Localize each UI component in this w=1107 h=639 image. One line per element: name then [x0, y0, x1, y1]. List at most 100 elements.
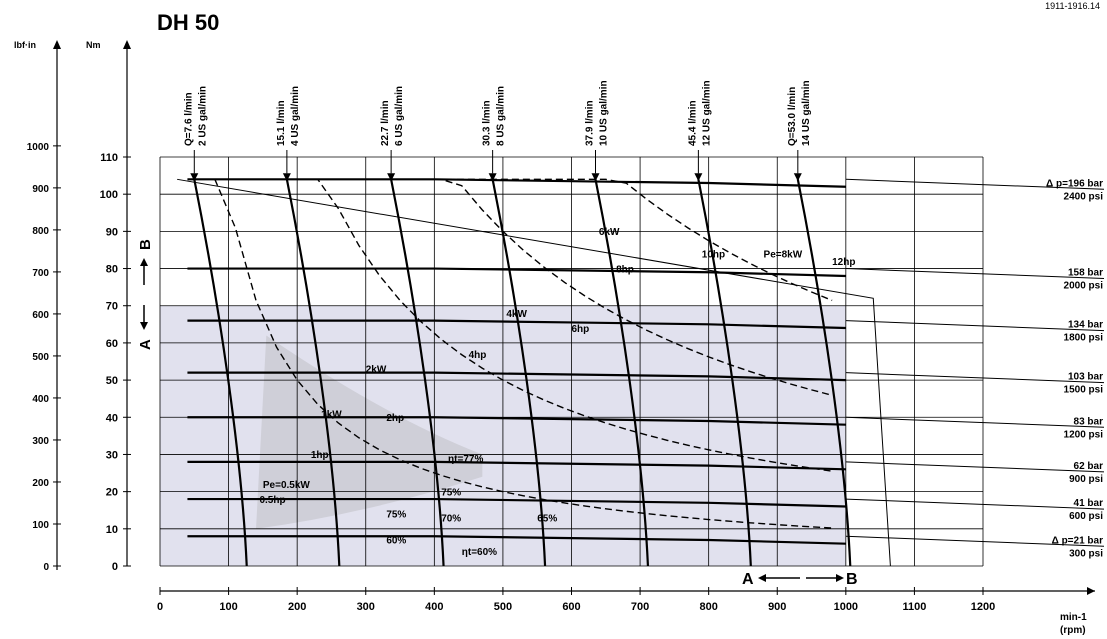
y-tick-label: 50 — [106, 375, 118, 387]
pressure-leader — [845, 535, 1105, 547]
chart-annotation: ηt=77% — [448, 454, 483, 465]
chart-annotation: 10hp — [702, 249, 725, 260]
y-alt-tick-label: 600 — [32, 310, 49, 321]
x-tick-label: 800 — [699, 601, 717, 613]
x-axis-arrow — [1087, 587, 1095, 595]
flow-arrowhead — [694, 173, 703, 182]
pressure-label-bar: 41 bar — [1074, 498, 1104, 509]
chart-annotation: 75% — [441, 487, 461, 498]
y-alt-tick-label: 400 — [32, 394, 49, 405]
pressure-leader — [845, 461, 1105, 473]
x-tick-label: 100 — [219, 601, 237, 613]
flow-curve — [796, 179, 852, 567]
flow-arrowhead — [591, 173, 600, 182]
y-tick-label: 80 — [106, 264, 118, 276]
pressure-curve — [187, 535, 846, 545]
flow-label-us: 4 US gal/min — [290, 86, 301, 146]
flow-label: 15.1 l/min — [276, 100, 287, 146]
x-tick-label: 200 — [288, 601, 306, 613]
labels: Q=7.6 l/min 2 US gal/min 15.1 l/min 4 US ga… — [183, 80, 1103, 559]
y-axis-label: Nm — [86, 40, 101, 50]
pressure-label-bar: 134 bar — [1068, 320, 1103, 331]
flow-curve — [390, 179, 445, 567]
pressure-label-bar: 158 bar — [1068, 268, 1103, 279]
chart-annotation: 65% — [537, 513, 557, 524]
pressure-label-psi: 2400 psi — [1064, 191, 1104, 202]
high-efficiency-region — [256, 335, 483, 529]
chart-annotation: 2kW — [366, 365, 387, 376]
pressure-label-bar: Δ p=196 bar — [1046, 178, 1103, 189]
pressure-curve — [187, 460, 846, 471]
pressure-label-bar: 62 bar — [1074, 461, 1104, 472]
pressure-leader — [845, 372, 1105, 384]
flow-label: 30.3 l/min — [482, 100, 493, 146]
x-axis-label-bottom: (rpm) — [1060, 625, 1086, 636]
y-alt-tick-label: 900 — [32, 184, 49, 195]
chart-annotation: Pe=8kW — [764, 249, 803, 260]
x-axis-label-top: min-1 — [1060, 612, 1087, 623]
y-alt-tick-label: 1000 — [27, 142, 50, 153]
y-alt-tick-label: 800 — [32, 226, 49, 237]
x-tick-label: 500 — [494, 601, 512, 613]
pressure-label-psi: 1800 psi — [1064, 333, 1104, 344]
flow-label: 45.4 l/min — [687, 100, 698, 146]
pressure-label-bar: 103 bar — [1068, 372, 1103, 383]
x-tick-label: 400 — [425, 601, 443, 613]
pressure-leader — [845, 498, 1105, 510]
y-tick-label: 30 — [106, 449, 118, 461]
y-tick-label: 90 — [106, 226, 118, 238]
direction-vertical-a-label: A — [137, 339, 154, 350]
chart-annotation: 75% — [386, 510, 406, 521]
chart-annotation: 6hp — [572, 324, 590, 335]
x-tick-label: 300 — [357, 601, 375, 613]
flow-arrowhead — [793, 173, 802, 182]
chart-annotation: 2hp — [386, 413, 404, 424]
flow-label-us: 12 US gal/min — [701, 80, 712, 146]
pressure-curve — [187, 497, 846, 508]
pressure-label-psi: 2000 psi — [1064, 281, 1104, 292]
operating-envelope — [177, 178, 891, 567]
pressure-curve — [187, 178, 846, 188]
x-tick-label: 900 — [768, 601, 786, 613]
flow-label-us: 8 US gal/min — [496, 86, 507, 146]
power-curve — [214, 178, 833, 302]
y-tick-label: 100 — [100, 189, 118, 201]
chart-annotation: Pe=0.5kW — [263, 480, 311, 491]
x-tick-label: 1000 — [834, 601, 858, 613]
y-tick-label: 40 — [106, 412, 118, 424]
flow-arrowhead — [387, 173, 396, 182]
pressure-label-psi: 600 psi — [1069, 511, 1103, 522]
flow-label-us: 14 US gal/min — [801, 80, 812, 146]
pressure-leader — [845, 268, 1105, 280]
flow-label: 22.7 l/min — [380, 100, 391, 146]
axes: 0 100 200 300 400 500 600 700 800 900 1000 1100 1200… — [27, 40, 1095, 613]
pressure-curve — [187, 267, 846, 278]
y-alt-tick-label: 500 — [32, 352, 49, 363]
pressure-label-bar: 83 bar — [1074, 416, 1104, 427]
document-reference: 1911-1916.14 — [1045, 1, 1100, 11]
flow-label-us: 10 US gal/min — [599, 80, 610, 146]
flow-arrowhead — [190, 173, 199, 182]
y-alt-tick-label: 100 — [32, 520, 49, 531]
direction-a-label: A — [742, 571, 754, 588]
x-tick-label: 700 — [631, 601, 649, 613]
y-alt-axis-label: lbf·in — [14, 40, 36, 50]
y-tick-label: 60 — [106, 338, 118, 350]
direction-arrow-vertical-a-head — [140, 322, 148, 330]
chart-annotation: 70% — [441, 513, 461, 524]
chart-annotation: 60% — [386, 536, 406, 547]
chart-annotation: 4hp — [469, 350, 487, 361]
chart-annotation: ηt=60% — [462, 547, 497, 558]
chart-annotation: 8hp — [616, 264, 634, 275]
chart-annotation: 6kW — [599, 227, 620, 238]
pressure-leader — [845, 178, 1105, 190]
flow-arrowhead — [488, 173, 497, 182]
pressure-label-psi: 1200 psi — [1064, 429, 1104, 440]
pressure-leader — [845, 416, 1105, 428]
x-tick-label: 1200 — [971, 601, 995, 613]
y-tick-label: 70 — [106, 301, 118, 313]
x-tick-label: 0 — [157, 601, 163, 613]
pressure-label-bar: Δ p=21 bar — [1052, 535, 1103, 546]
x-tick-label: 1100 — [902, 601, 926, 613]
